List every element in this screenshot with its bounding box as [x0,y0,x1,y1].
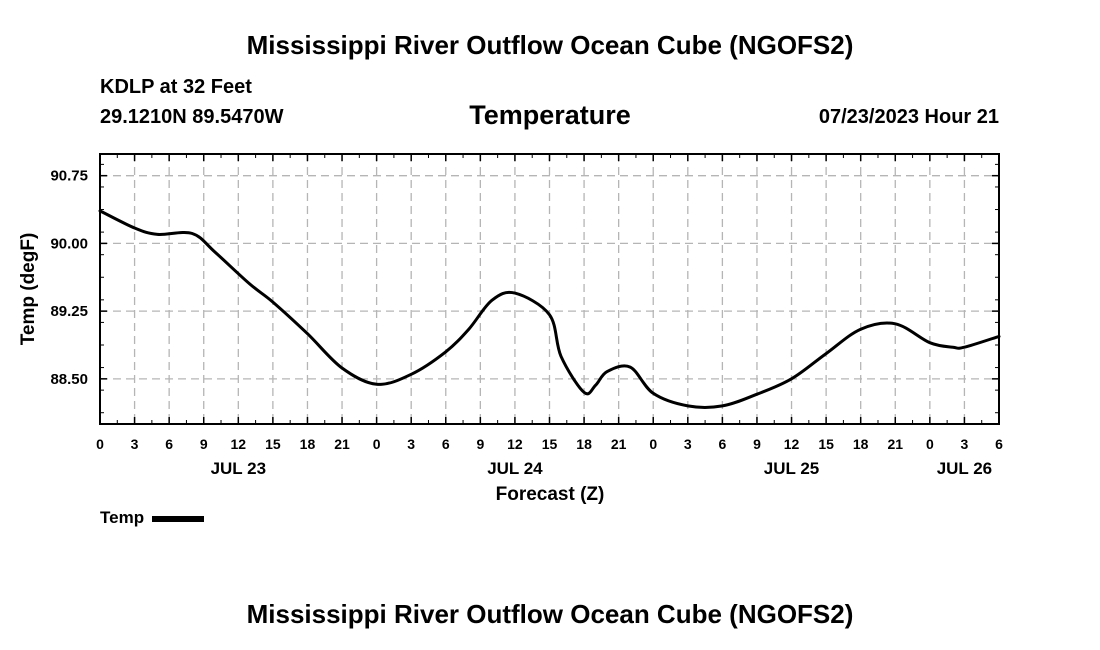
legend-label: Temp [100,508,145,527]
x-tick-label: 6 [165,436,173,452]
data-point [271,300,275,304]
data-point [824,352,828,355]
date-label: JUL 25 [764,459,819,478]
footer-title: Mississippi River Outflow Ocean Cube (NG… [246,599,854,629]
data-point [894,322,897,325]
data-point [306,332,309,335]
data-point [605,370,609,373]
legend: Temp [100,508,205,528]
x-tick-label: 15 [542,436,558,452]
date-label: JUL 24 [487,459,543,478]
x-tick-label: 3 [684,436,692,452]
data-point [98,209,102,213]
data-point [191,232,194,235]
data-point [997,335,1001,338]
data-point [548,313,551,316]
data-point [467,327,471,331]
x-tick-label: 3 [131,436,139,452]
x-tick-label: 6 [995,436,1003,452]
y-tick-label: 90.00 [50,235,88,252]
data-point [790,377,793,381]
data-point [409,373,413,376]
data-point [133,226,136,230]
x-tick-label: 9 [476,436,484,452]
data-point [686,404,690,408]
x-tick-label: 0 [926,436,934,452]
x-tick-label: 0 [96,436,104,452]
data-point [594,383,597,387]
y-tick-label: 89.25 [50,303,88,320]
data-point [214,251,217,254]
x-tick-label: 12 [231,436,247,452]
station-label: KDLP at 32 Feet [100,76,252,98]
data-point [928,341,932,344]
x-tick-label: 21 [334,436,350,452]
x-tick-label: 6 [442,436,450,452]
data-point [963,346,966,349]
x-tick-label: 15 [265,436,281,452]
data-point [513,291,517,295]
data-point [444,350,447,353]
x-tick-label: 0 [373,436,381,452]
forecast-datetime: 07/23/2023 Hour 21 [818,106,999,128]
x-tick-label: 15 [818,436,834,452]
data-point [951,346,955,349]
x-tick-label: 9 [200,436,208,452]
y-tick-label: 88.50 [50,371,88,388]
y-axis-title: Temp (degF) [18,233,39,346]
x-tick-label: 18 [300,436,316,452]
data-point [652,392,655,395]
legend-line-swatch [152,516,205,522]
data-point [375,383,378,386]
x-tick-label: 3 [407,436,415,452]
x-tick-label: 18 [853,436,869,452]
x-tick-label: 12 [507,436,523,452]
data-point [859,327,862,331]
y-tick-label: 90.75 [50,168,88,185]
x-axis-title: Forecast (Z) [496,484,605,505]
date-label: JUL 26 [937,459,992,478]
x-tick-label: 3 [961,436,969,452]
data-point [628,365,632,369]
data-point [582,391,586,394]
data-point [755,393,759,396]
x-tick-label: 12 [784,436,800,452]
x-tick-label: 18 [576,436,592,452]
data-point [248,282,252,286]
x-tick-label: 21 [611,436,627,452]
x-tick-label: 0 [649,436,657,452]
data-point [340,366,344,370]
chart-title: Mississippi River Outflow Ocean Cube (NG… [246,30,854,60]
data-point [721,404,724,408]
x-tick-label: 6 [718,436,726,452]
x-tick-label: 9 [753,436,761,452]
data-point [156,233,159,236]
data-point [490,299,494,302]
date-label: JUL 23 [211,459,266,478]
station-coordinates: 29.1210N 89.5470W [100,106,284,128]
x-tick-label: 21 [887,436,903,452]
data-point [559,355,563,358]
chart-subtitle: Temperature [469,100,631,130]
